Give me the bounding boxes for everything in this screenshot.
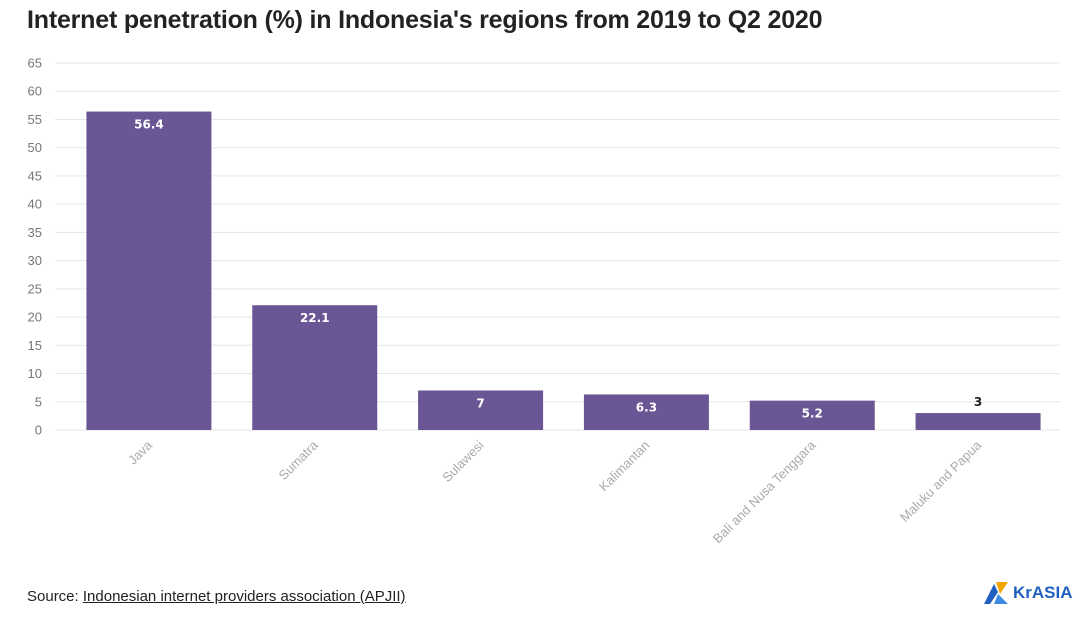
bar-chart: 0 5 10 15 20 25 30 35 40 45 50 55 60 65 56.4 Java 22.1 Su… bbox=[28, 56, 1060, 546]
y-tick-label: 55 bbox=[28, 112, 42, 127]
y-tick-label: 25 bbox=[28, 281, 42, 296]
source-link[interactable]: Indonesian internet providers associatio… bbox=[82, 588, 406, 605]
y-tick-label: 50 bbox=[28, 140, 42, 155]
x-tick-label: Bali and Nusa Tenggara bbox=[710, 437, 819, 546]
bar bbox=[418, 390, 544, 430]
y-tick-label: 30 bbox=[28, 253, 42, 268]
y-tick-label: 65 bbox=[28, 56, 42, 71]
data-label: 6.3 bbox=[636, 400, 657, 414]
krasia-logo[interactable]: KrASIA bbox=[982, 580, 1073, 606]
bar bbox=[749, 400, 875, 430]
y-tick-label: 60 bbox=[28, 84, 42, 99]
x-tick-label: Maluku and Papua bbox=[897, 437, 985, 525]
krasia-logo-text: KrASIA bbox=[1013, 583, 1073, 602]
source-line: Source: Indonesian internet providers as… bbox=[27, 588, 406, 605]
data-label: 5.2 bbox=[802, 407, 823, 421]
y-tick-label: 35 bbox=[28, 225, 42, 240]
data-label: 56.4 bbox=[134, 118, 164, 132]
bar bbox=[583, 394, 709, 430]
x-tick-label: Java bbox=[125, 437, 156, 468]
data-label: 7 bbox=[476, 396, 484, 410]
x-tick-label: Sulawesi bbox=[439, 437, 486, 484]
bar bbox=[915, 413, 1041, 430]
x-tick-label: Sumatra bbox=[276, 437, 322, 483]
y-tick-label: 15 bbox=[28, 338, 42, 353]
bar bbox=[86, 111, 212, 431]
krasia-logo-icon bbox=[984, 582, 1008, 604]
chart-title: Internet penetration (%) in Indonesia's … bbox=[27, 6, 823, 34]
bar bbox=[252, 305, 378, 430]
data-label: 3 bbox=[974, 395, 982, 409]
data-label: 22.1 bbox=[300, 311, 330, 325]
x-tick-label: Kalimantan bbox=[596, 438, 653, 495]
y-tick-label: 5 bbox=[35, 394, 42, 409]
y-tick-label: 0 bbox=[35, 423, 42, 438]
y-tick-label: 10 bbox=[28, 366, 42, 381]
y-tick-label: 40 bbox=[28, 197, 42, 212]
source-prefix: Source: bbox=[27, 588, 83, 605]
y-tick-label: 20 bbox=[28, 310, 42, 325]
y-tick-label: 45 bbox=[28, 168, 42, 183]
